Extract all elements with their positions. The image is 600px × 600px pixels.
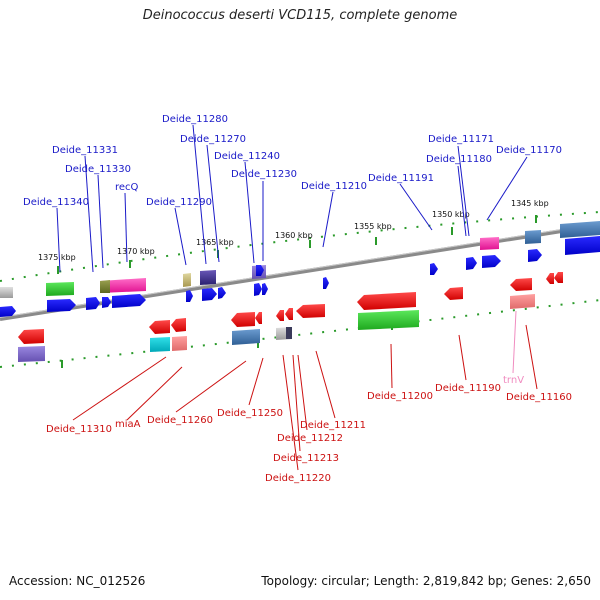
- gene-feature: [510, 278, 532, 291]
- gene-feature: [202, 288, 217, 301]
- gene-feature: [232, 329, 260, 345]
- gene-feature: [102, 297, 111, 308]
- gene-feature: [480, 237, 499, 250]
- gene-feature: [86, 297, 100, 310]
- gene-label: Deide_11260: [147, 415, 213, 426]
- top-label-leaders: [56, 124, 528, 273]
- gene-label: Deide_11213: [273, 453, 339, 464]
- gene-feature: [296, 304, 325, 318]
- gene-feature: [276, 310, 284, 321]
- map-title: Deinococcus deserti VCD115, complete gen…: [142, 8, 458, 23]
- gene-label: Deide_11290: [146, 197, 212, 208]
- gene-feature: [525, 230, 541, 244]
- outer-track-genes: [0, 221, 600, 298]
- gene-label: Deide_11270: [180, 134, 246, 145]
- gene-feature: [323, 277, 329, 289]
- gene-feature: [444, 287, 463, 300]
- outer-scale-track: [0, 211, 600, 282]
- gene-feature: [528, 249, 542, 262]
- genome-backbone-highlight: [0, 223, 600, 318]
- gene-label: Deide_11210: [301, 181, 367, 192]
- gene-feature: [18, 329, 44, 344]
- gene-feature: [18, 346, 45, 362]
- gene-feature: [510, 294, 535, 309]
- gene-feature: [46, 282, 74, 296]
- scale-label: 1370 kbp: [117, 247, 155, 256]
- gene-feature: [285, 308, 293, 320]
- gene-label: Deide_11200: [367, 391, 433, 402]
- gene-feature: [358, 310, 419, 330]
- gene-label: Deide_11240: [214, 151, 280, 162]
- scale-label: 1365 kbp: [196, 238, 234, 247]
- gene-feature: [112, 294, 146, 308]
- trna-label: trnV: [503, 375, 524, 386]
- gene-feature: [482, 255, 501, 268]
- gene-feature: [172, 336, 187, 351]
- scale-label: 1360 kbp: [275, 231, 313, 240]
- gene-label: recQ: [115, 182, 139, 193]
- scale-label: 1375 kbp: [38, 253, 76, 262]
- gene-label: Deide_11180: [426, 154, 492, 165]
- gene-feature: [430, 263, 438, 275]
- gene-feature: [357, 292, 416, 310]
- forward-strand-genes: [0, 236, 600, 317]
- scale-label: 1355 kbp: [354, 222, 392, 231]
- gene-feature: [231, 312, 255, 327]
- gene-label: Deide_11250: [217, 408, 283, 419]
- gene-label: Deide_11310: [46, 424, 112, 435]
- gene-label: Deide_11170: [496, 145, 562, 156]
- accession-text: Accession: NC_012526: [9, 574, 146, 588]
- inner-scale-track: [0, 299, 600, 368]
- gene-feature: [100, 278, 146, 293]
- genome-summary-text: Topology: circular; Length: 2,819,842 bp…: [261, 574, 591, 588]
- gene-feature: [565, 236, 600, 255]
- bottom-gene-labels: Deide_11310 miaA Deide_11260 Deide_11250…: [46, 383, 572, 484]
- reverse-strand-genes: [18, 272, 563, 344]
- gene-feature: [554, 272, 563, 283]
- inner-track-genes: [18, 294, 535, 362]
- top-gene-labels: Deide_11340 Deide_11331 Deide_11330 recQ…: [23, 114, 562, 208]
- genome-backbone: [0, 223, 600, 321]
- gene-feature: [149, 320, 170, 334]
- gene-feature: [47, 299, 76, 312]
- gene-label: Deide_11191: [368, 173, 434, 184]
- gene-label: Deide_11280: [162, 114, 228, 125]
- gene-feature: [466, 257, 477, 270]
- gene-label: miaA: [115, 419, 141, 430]
- gene-feature: [0, 306, 16, 317]
- gene-label: Deide_11212: [277, 433, 343, 444]
- gene-feature: [200, 270, 216, 285]
- scale-label: 1350 kbp: [432, 210, 470, 219]
- gene-label: Deide_11331: [52, 145, 118, 156]
- gene-feature: [262, 283, 268, 295]
- gene-feature: [256, 265, 264, 276]
- gene-label: Deide_11171: [428, 134, 494, 145]
- gene-feature: [100, 280, 110, 293]
- gene-feature: [171, 318, 186, 332]
- gene-label: Deide_11230: [231, 169, 297, 180]
- gene-label: Deide_11160: [506, 392, 572, 403]
- scale-label: 1345 kbp: [511, 199, 549, 208]
- gene-feature: [150, 337, 170, 352]
- gene-feature: [560, 221, 600, 238]
- gene-feature: [286, 327, 292, 339]
- gene-label: Deide_11211: [300, 420, 366, 431]
- gene-label: Deide_11190: [435, 383, 501, 394]
- gene-feature: [255, 312, 262, 324]
- gene-label: Deide_11220: [265, 473, 331, 484]
- gene-label: Deide_11330: [65, 164, 131, 175]
- bottom-label-leaders: [72, 324, 538, 471]
- gene-feature: [0, 287, 13, 298]
- trna-leader: [512, 310, 517, 374]
- gene-feature: [218, 287, 226, 299]
- gene-label: Deide_11340: [23, 197, 89, 208]
- gene-feature: [183, 273, 191, 287]
- gene-feature: [254, 283, 262, 296]
- gene-feature: [546, 273, 554, 284]
- gene-feature: [186, 290, 193, 302]
